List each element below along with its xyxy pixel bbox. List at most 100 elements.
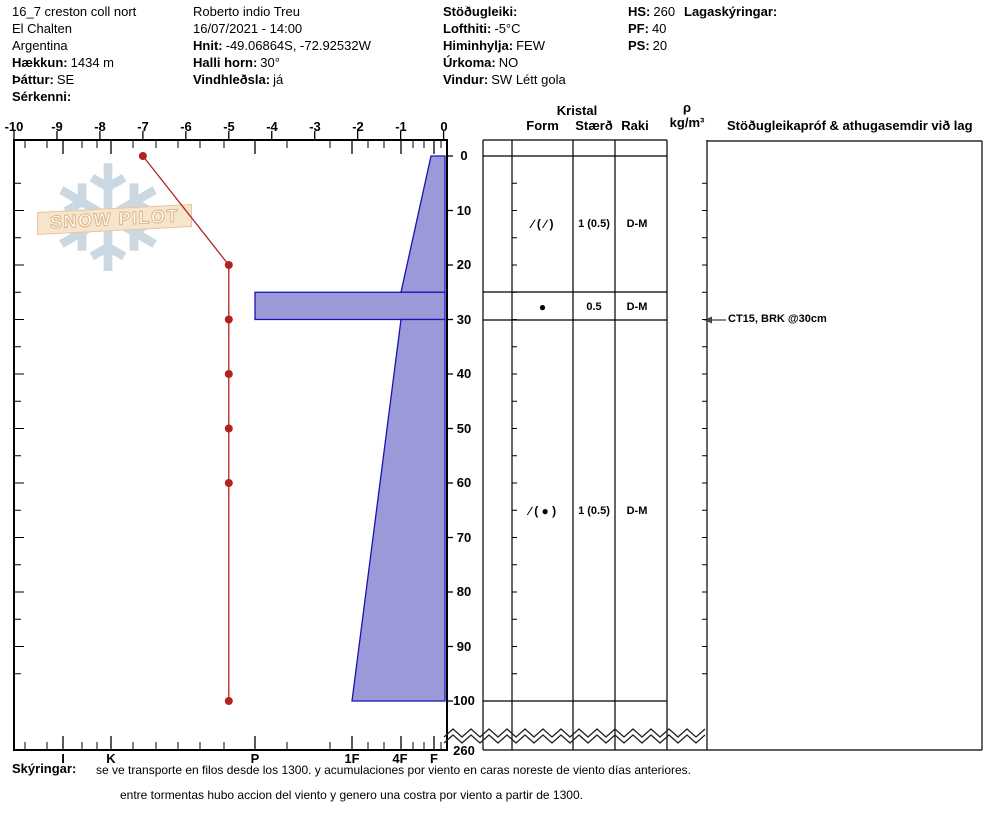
temp-tick-label: -6 bbox=[180, 119, 192, 134]
depth-tick-label: 60 bbox=[456, 475, 472, 490]
temp-tick-label: -5 bbox=[223, 119, 235, 134]
moisture-cell: D-M bbox=[626, 505, 648, 517]
depth-tick-label: 40 bbox=[456, 366, 472, 381]
depth-tick-label: 80 bbox=[456, 584, 472, 599]
depth-tick-label: 70 bbox=[456, 530, 472, 545]
grain-form-cell: ● bbox=[538, 300, 547, 314]
depth-total-label: 260 bbox=[453, 743, 475, 758]
scale-break-zigzag bbox=[443, 728, 706, 738]
depth-tick-label: 100 bbox=[453, 693, 475, 708]
hs-value: 260 bbox=[653, 4, 676, 19]
precip-label: Úrkoma: bbox=[443, 55, 496, 70]
moisture-cell: D-M bbox=[626, 301, 648, 313]
depth-tick-label: 20 bbox=[456, 257, 472, 272]
size-header: Stærð bbox=[575, 118, 613, 133]
hardness-tick-label: P bbox=[250, 751, 260, 766]
snow-layer bbox=[351, 318, 446, 702]
kristal-header: Kristal bbox=[556, 103, 598, 118]
table-grid bbox=[482, 139, 983, 751]
moisture-header: Raki bbox=[621, 118, 649, 133]
slope-label: Halli horn: bbox=[193, 55, 258, 70]
density-symbol: ρ bbox=[682, 100, 692, 115]
site-info-block: 16_7 creston coll nort El Chalten Argent… bbox=[12, 3, 136, 105]
temperature-point bbox=[224, 370, 233, 378]
airtemp-value: -5°C bbox=[494, 21, 521, 36]
temp-tick-label: -3 bbox=[309, 119, 321, 134]
site-city: El Chalten bbox=[12, 21, 72, 36]
elevation-label: Hækkun: bbox=[12, 55, 68, 70]
notes-line-2: entre tormentas hubo accion del viento y… bbox=[120, 788, 583, 802]
temperature-point bbox=[224, 424, 233, 433]
plot-border bbox=[13, 139, 448, 751]
moisture-cell: D-M bbox=[626, 218, 648, 230]
pf-label: PF: bbox=[628, 21, 649, 36]
hardness-axis-labels: I K P 1F 4F F bbox=[0, 751, 460, 769]
temp-tick-label: -9 bbox=[51, 119, 63, 134]
hardness-tick-label: I bbox=[61, 751, 65, 766]
ps-label: PS: bbox=[628, 38, 650, 53]
depth-tick-label: 10 bbox=[456, 203, 472, 218]
precip-value: NO bbox=[498, 55, 519, 70]
temperature-point bbox=[224, 315, 233, 324]
grain-form-cell: ∕ ( ● ) bbox=[528, 504, 557, 518]
depth-tick-label: 90 bbox=[456, 639, 472, 654]
form-header: Form bbox=[526, 118, 559, 133]
temperature-line bbox=[142, 155, 230, 701]
aspect-label: Þáttur: bbox=[12, 72, 54, 87]
coords-label: Hnit: bbox=[193, 38, 223, 53]
temperature-point bbox=[138, 152, 147, 160]
conditions-block: Stöðugleiki: Lofthiti: -5°C Himinhylja: FE… bbox=[443, 3, 566, 88]
temp-tick-label: -7 bbox=[137, 119, 149, 134]
sky-label: Himinhylja: bbox=[443, 38, 514, 53]
aspect-value: SE bbox=[56, 72, 75, 87]
temp-tick-label: -1 bbox=[395, 119, 407, 134]
windload-value: já bbox=[273, 72, 284, 87]
feature-label: Sérkenni: bbox=[12, 89, 72, 104]
hardness-tick-label: K bbox=[106, 751, 116, 766]
stability-test-annotation: CT15, BRK @30cm bbox=[728, 313, 827, 325]
observer-name: Roberto indio Treu bbox=[193, 4, 300, 19]
layer-notes-block: Lagaskýringar: bbox=[684, 3, 777, 20]
wind-label: Vindur: bbox=[443, 72, 489, 87]
windload-label: Vindhleðsla: bbox=[193, 72, 271, 87]
site-country: Argentina bbox=[12, 38, 68, 53]
density-unit: kg/m³ bbox=[669, 115, 705, 130]
temp-tick-label: 0 bbox=[440, 119, 448, 134]
hardness-tick-label: 4F bbox=[392, 751, 408, 766]
coords-value: -49.06864S, -72.92532W bbox=[225, 38, 371, 53]
temp-tick-label: -4 bbox=[266, 119, 278, 134]
temp-tick-label: -2 bbox=[352, 119, 364, 134]
layer-notes-label: Lagaskýringar: bbox=[684, 4, 778, 19]
grain-size-cell: 1 (0.5) bbox=[578, 218, 610, 230]
hardness-tick-label: 1F bbox=[344, 751, 360, 766]
temperature-point bbox=[224, 697, 233, 705]
temp-tick-label: -8 bbox=[94, 119, 106, 134]
sky-value: FEW bbox=[516, 38, 545, 53]
depth-tick-label: 0 bbox=[460, 148, 468, 163]
snow-layer bbox=[400, 155, 446, 293]
depths-block: HS: 260 PF: 40 PS: 20 bbox=[628, 3, 675, 54]
hs-label: HS: bbox=[628, 4, 651, 19]
wind-value: SW Létt gola bbox=[491, 72, 566, 87]
grain-form-cell: ∕ ( ∕ ) bbox=[531, 217, 554, 231]
notes-line-1: se ve transporte en filos desde los 1300… bbox=[96, 763, 692, 777]
snowpilot-logo: ❄ SNOW PILOT bbox=[37, 146, 200, 296]
depth-tick-label: 30 bbox=[456, 312, 472, 327]
tests-header: Stöðugleikapróf & athugasemdir við lag bbox=[727, 118, 973, 133]
hardness-tick-label: F bbox=[430, 751, 438, 766]
observer-info-block: Roberto indio Treu 16/07/2021 - 14:00 Hn… bbox=[193, 3, 371, 88]
site-name: 16_7 creston coll nort bbox=[12, 4, 137, 19]
grain-size-cell: 0.5 bbox=[586, 301, 602, 313]
scale-break-zigzag bbox=[443, 734, 706, 744]
temperature-point bbox=[224, 479, 233, 487]
temperature-point bbox=[224, 261, 233, 269]
depth-tick-label: 50 bbox=[456, 421, 472, 436]
ps-value: 20 bbox=[652, 38, 668, 53]
snow-layer bbox=[254, 291, 446, 321]
temp-tick-label: -10 bbox=[4, 119, 24, 134]
observation-datetime: 16/07/2021 - 14:00 bbox=[193, 21, 303, 36]
airtemp-label: Lofthiti: bbox=[443, 21, 492, 36]
stability-label: Stöðugleiki: bbox=[443, 4, 518, 19]
pf-value: 40 bbox=[651, 21, 667, 36]
